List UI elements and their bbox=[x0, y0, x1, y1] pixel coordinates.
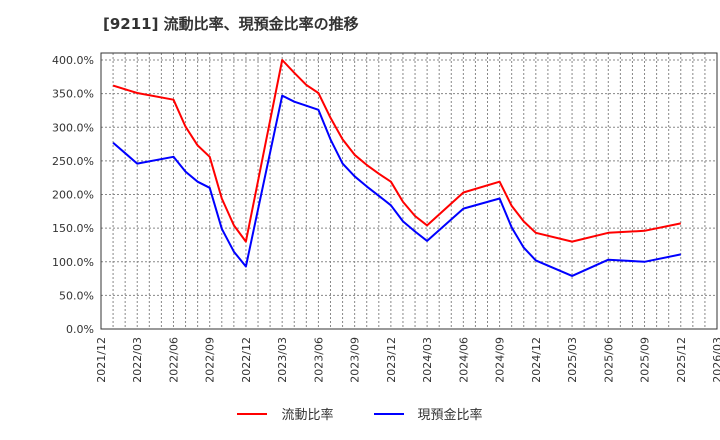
x-tick-label: 2026/03 bbox=[711, 337, 720, 383]
y-tick-label: 400.0% bbox=[52, 54, 94, 67]
x-tick-label: 2024/09 bbox=[494, 337, 507, 383]
chart-title: [9211] 流動比率、現預金比率の推移 bbox=[103, 15, 359, 33]
y-tick-label: 300.0% bbox=[52, 121, 94, 134]
legend-swatch-blue bbox=[373, 412, 404, 415]
legend-item-cash-ratio: 現預金比率 bbox=[373, 404, 483, 423]
legend: 流動比率 現預金比率 bbox=[0, 404, 720, 423]
y-tick-label: 50.0% bbox=[59, 289, 94, 302]
y-axis: 0.0% 50.0% 100.0% 150.0% 200.0% 250.0% 300.0% 3… bbox=[52, 54, 94, 336]
x-tick-label: 2023/09 bbox=[349, 337, 362, 383]
x-tick-label: 2024/03 bbox=[421, 337, 434, 383]
legend-label: 現預金比率 bbox=[417, 408, 483, 423]
series-current-ratio bbox=[112, 59, 681, 243]
x-tick-label: 2025/09 bbox=[639, 337, 652, 383]
y-tick-label: 350.0% bbox=[52, 88, 94, 101]
data-series bbox=[112, 59, 681, 277]
x-tick-label: 2025/06 bbox=[602, 337, 615, 383]
x-axis: 2021/12 2022/03 2022/06 2022/09 2022/12 2023/… bbox=[95, 337, 720, 383]
legend-label: 流動比率 bbox=[281, 408, 334, 423]
series-cash-ratio bbox=[112, 94, 681, 277]
y-tick-label: 200.0% bbox=[52, 189, 94, 202]
plot-frame bbox=[100, 52, 718, 330]
x-tick-label: 2023/12 bbox=[385, 337, 398, 383]
x-tick-label: 2022/03 bbox=[131, 337, 144, 383]
x-tick-label: 2025/12 bbox=[675, 337, 688, 383]
x-tick-label: 2022/06 bbox=[167, 337, 180, 383]
x-tick-label: 2024/12 bbox=[530, 337, 543, 383]
x-tick-label: 2022/09 bbox=[204, 337, 217, 383]
x-tick-label: 2023/06 bbox=[312, 337, 325, 383]
legend-swatch-red bbox=[237, 412, 268, 415]
y-tick-label: 150.0% bbox=[52, 222, 94, 235]
gridlines bbox=[101, 53, 717, 329]
x-tick-label: 2023/03 bbox=[276, 337, 289, 383]
y-tick-label: 0.0% bbox=[66, 323, 94, 336]
x-tick-label: 2024/06 bbox=[457, 337, 470, 383]
y-tick-label: 100.0% bbox=[52, 256, 94, 269]
x-tick-label: 2025/03 bbox=[566, 337, 579, 383]
y-tick-label: 250.0% bbox=[52, 155, 94, 168]
x-tick-label: 2022/12 bbox=[240, 337, 253, 383]
x-tick-label: 2021/12 bbox=[95, 337, 108, 383]
legend-item-current-ratio: 流動比率 bbox=[237, 404, 334, 423]
